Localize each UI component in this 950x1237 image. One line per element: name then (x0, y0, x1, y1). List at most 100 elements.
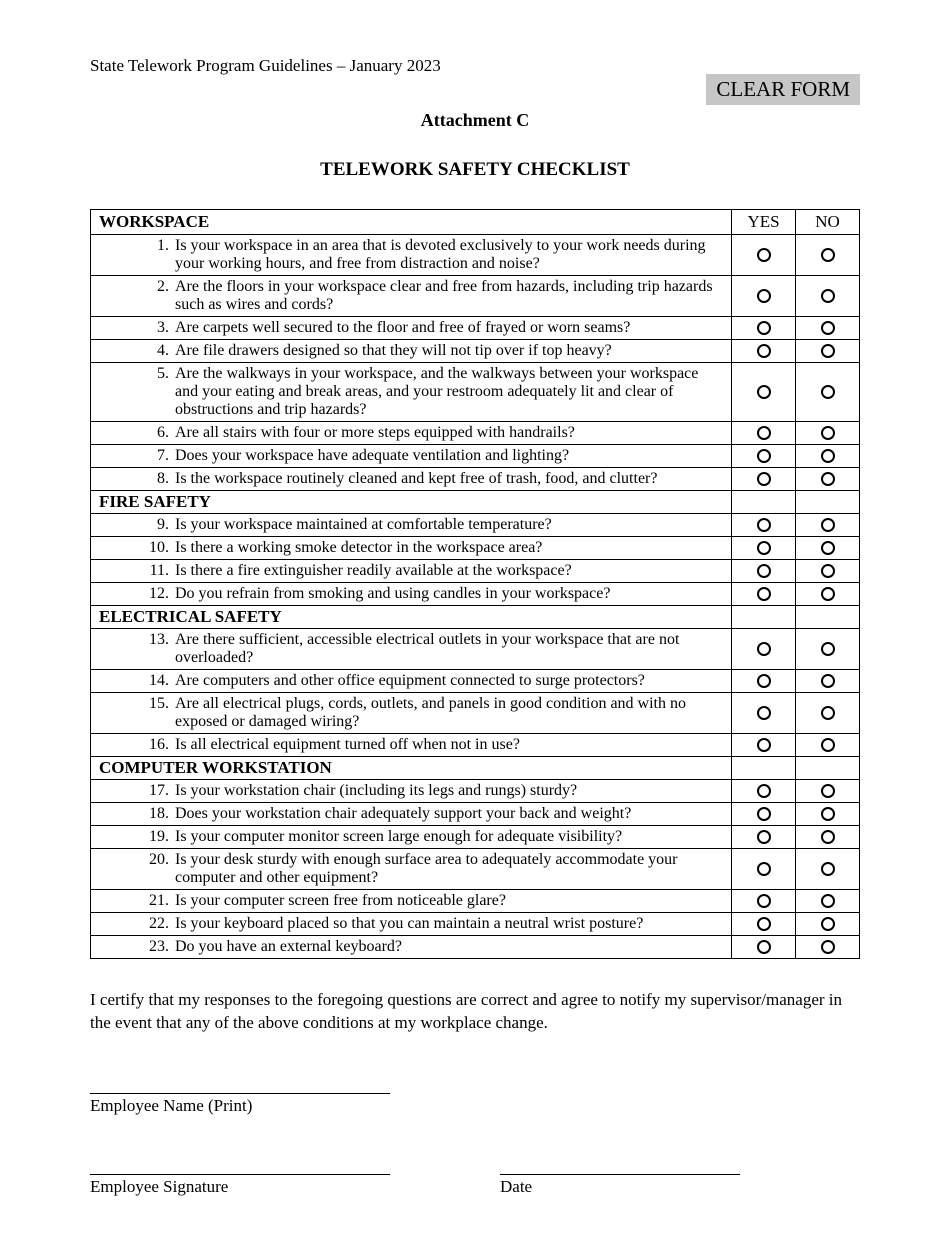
yes-radio[interactable] (757, 587, 771, 601)
no-radio[interactable] (821, 472, 835, 486)
table-header-row: WORKSPACE YES NO (91, 210, 860, 235)
no-radio[interactable] (821, 940, 835, 954)
yes-radio[interactable] (757, 894, 771, 908)
no-radio[interactable] (821, 862, 835, 876)
no-cell (796, 693, 860, 734)
yes-radio[interactable] (757, 248, 771, 262)
yes-cell (732, 340, 796, 363)
question-number: 10. (131, 539, 175, 557)
question-cell: 19.Is your computer monitor screen large… (91, 826, 732, 849)
yes-radio[interactable] (757, 738, 771, 752)
table-row: 1.Is your workspace in an area that is d… (91, 235, 860, 276)
section-title: COMPUTER WORKSTATION (91, 757, 732, 780)
clear-form-button[interactable]: CLEAR FORM (706, 74, 860, 105)
table-row: 18.Does your workstation chair adequatel… (91, 803, 860, 826)
yes-radio[interactable] (757, 321, 771, 335)
checklist-table: WORKSPACE YES NO 1.Is your workspace in … (90, 209, 860, 959)
yes-radio[interactable] (757, 830, 771, 844)
yes-radio[interactable] (757, 642, 771, 656)
yes-radio[interactable] (757, 385, 771, 399)
question-cell: 5.Are the walkways in your workspace, an… (91, 363, 732, 422)
no-radio[interactable] (821, 587, 835, 601)
no-radio[interactable] (821, 807, 835, 821)
yes-radio[interactable] (757, 426, 771, 440)
question-number: 3. (131, 319, 175, 337)
yes-radio[interactable] (757, 784, 771, 798)
section-title: FIRE SAFETY (91, 491, 732, 514)
signature-block-2: Employee Signature Date (90, 1174, 860, 1197)
no-radio[interactable] (821, 426, 835, 440)
yes-radio[interactable] (757, 862, 771, 876)
table-row: 16.Is all electrical equipment turned of… (91, 734, 860, 757)
no-cell (796, 849, 860, 890)
yes-radio[interactable] (757, 518, 771, 532)
question-number: 4. (131, 342, 175, 360)
question-number: 6. (131, 424, 175, 442)
no-cell (796, 913, 860, 936)
question-number: 21. (131, 892, 175, 910)
no-radio[interactable] (821, 917, 835, 931)
yes-radio[interactable] (757, 674, 771, 688)
no-radio[interactable] (821, 830, 835, 844)
question-number: 1. (131, 237, 175, 273)
yes-radio[interactable] (757, 706, 771, 720)
yes-radio[interactable] (757, 449, 771, 463)
yes-radio[interactable] (757, 564, 771, 578)
no-cell (796, 422, 860, 445)
no-radio[interactable] (821, 518, 835, 532)
question-text: Do you have an external keyboard? (175, 938, 723, 956)
employee-name-line[interactable]: Employee Name (Print) (90, 1093, 390, 1116)
question-text: Is the workspace routinely cleaned and k… (175, 470, 723, 488)
question-cell: 20.Is your desk sturdy with enough surfa… (91, 849, 732, 890)
col-no: NO (796, 210, 860, 235)
table-row: 3.Are carpets well secured to the floor … (91, 317, 860, 340)
yes-cell (732, 363, 796, 422)
no-radio[interactable] (821, 248, 835, 262)
question-number: 17. (131, 782, 175, 800)
no-radio[interactable] (821, 738, 835, 752)
yes-radio[interactable] (757, 472, 771, 486)
question-text: Are carpets well secured to the floor an… (175, 319, 723, 337)
yes-radio[interactable] (757, 917, 771, 931)
yes-radio[interactable] (757, 289, 771, 303)
question-text: Is there a working smoke detector in the… (175, 539, 723, 557)
no-cell (796, 445, 860, 468)
yes-cell (732, 734, 796, 757)
question-text: Are there sufficient, accessible electri… (175, 631, 723, 667)
table-row: 11.Is there a fire extinguisher readily … (91, 560, 860, 583)
no-radio[interactable] (821, 321, 835, 335)
section-title: ELECTRICAL SAFETY (91, 606, 732, 629)
yes-cell (732, 849, 796, 890)
no-cell (796, 276, 860, 317)
date-line[interactable]: Date (500, 1174, 740, 1197)
no-radio[interactable] (821, 642, 835, 656)
no-radio[interactable] (821, 289, 835, 303)
yes-radio[interactable] (757, 541, 771, 555)
no-cell (796, 826, 860, 849)
blank-cell (796, 606, 860, 629)
question-number: 15. (131, 695, 175, 731)
yes-radio[interactable] (757, 940, 771, 954)
no-radio[interactable] (821, 385, 835, 399)
question-number: 18. (131, 805, 175, 823)
no-radio[interactable] (821, 706, 835, 720)
table-row: 4.Are file drawers designed so that they… (91, 340, 860, 363)
yes-radio[interactable] (757, 807, 771, 821)
no-radio[interactable] (821, 449, 835, 463)
no-radio[interactable] (821, 541, 835, 555)
yes-radio[interactable] (757, 344, 771, 358)
no-cell (796, 583, 860, 606)
question-cell: 18.Does your workstation chair adequatel… (91, 803, 732, 826)
no-radio[interactable] (821, 564, 835, 578)
question-number: 16. (131, 736, 175, 754)
doc-header: State Telework Program Guidelines – Janu… (90, 56, 860, 76)
no-radio[interactable] (821, 894, 835, 908)
no-radio[interactable] (821, 674, 835, 688)
employee-signature-line[interactable]: Employee Signature (90, 1174, 390, 1197)
table-row: 2.Are the floors in your workspace clear… (91, 276, 860, 317)
question-cell: 2.Are the floors in your workspace clear… (91, 276, 732, 317)
question-cell: 15.Are all electrical plugs, cords, outl… (91, 693, 732, 734)
no-radio[interactable] (821, 784, 835, 798)
question-cell: 7.Does your workspace have adequate vent… (91, 445, 732, 468)
no-radio[interactable] (821, 344, 835, 358)
